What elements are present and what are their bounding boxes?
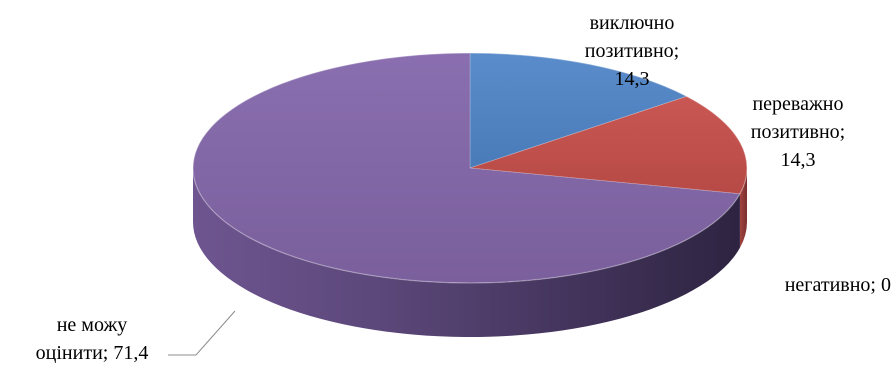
pie-sides — [193, 168, 747, 337]
data-label-line: позитивно; — [585, 40, 679, 62]
data-label-line: позитивно; — [751, 121, 845, 143]
pie-rim — [192, 52, 748, 284]
data-label-1: виключно позитивно; 14,3 — [585, 12, 679, 90]
data-label-3: негативно; 0 — [785, 274, 891, 296]
pie-slice-side-4 — [193, 168, 740, 337]
data-label-line: негативно; 0 — [785, 274, 891, 296]
pie-slice-side-2 — [739, 168, 747, 248]
pie-slice-2 — [469, 95, 748, 195]
data-label-line: 14,3 — [781, 149, 816, 171]
pie-labels: виключно позитивно; 14,3 переважно позитивно… — [36, 12, 891, 364]
pie-slice-1 — [469, 52, 688, 169]
data-label-line: 14,3 — [615, 68, 650, 90]
data-label-line: оцінити; 71,4 — [36, 342, 149, 364]
pie-tops — [192, 52, 748, 284]
data-label-4: не можу оцінити; 71,4 — [36, 314, 149, 364]
data-label-line: не можу — [57, 314, 128, 336]
data-label-2: переважно позитивно; 14,3 — [751, 93, 845, 171]
pie-slice-4 — [192, 52, 741, 284]
leader-line — [168, 310, 236, 356]
data-label-line: переважно — [752, 93, 843, 115]
data-label-line: виключно — [590, 12, 675, 34]
